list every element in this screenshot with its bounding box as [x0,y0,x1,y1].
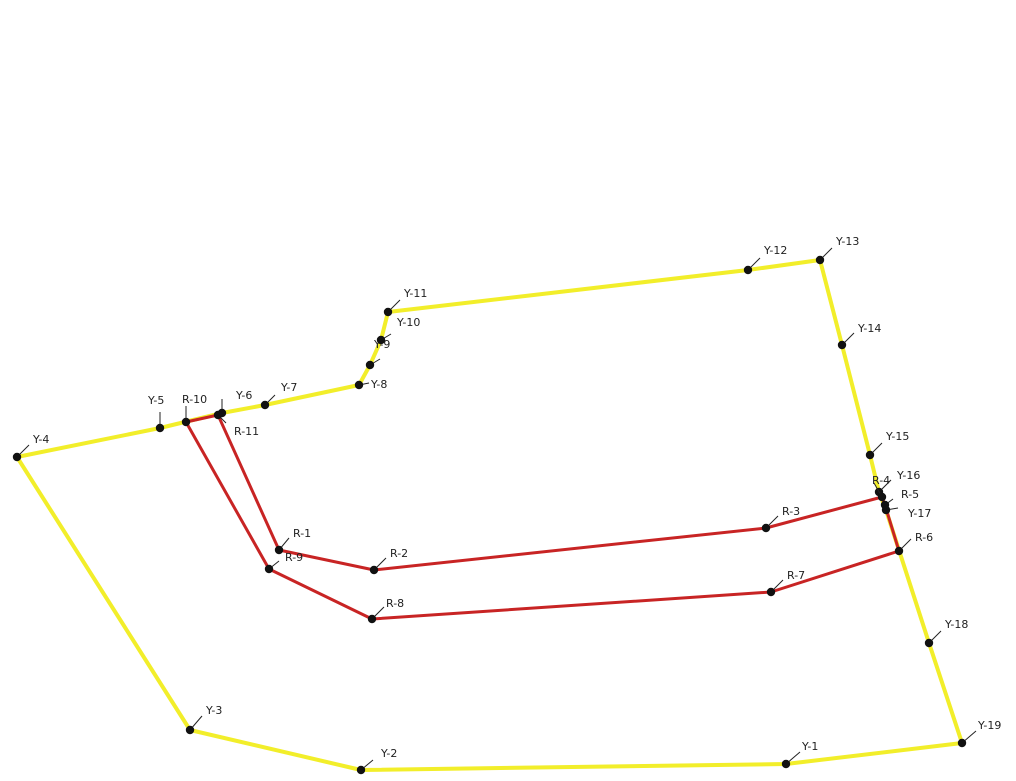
label-y-17: Y-17 [907,507,931,520]
point-r-5: R-5 [880,488,919,510]
point-y-10: Y-10 [376,316,420,345]
point-y-7: Y-7 [260,381,297,410]
label-r-10: R-10 [182,393,207,406]
marker-y-13 [815,255,825,265]
point-y-2: Y-2 [356,747,397,775]
marker-y-14 [837,340,847,350]
label-y-3: Y-3 [205,704,222,717]
label-r-3: R-3 [782,505,800,518]
marker-r-10 [181,417,191,427]
label-y-19: Y-19 [977,719,1001,732]
label-r-4: R-4 [872,474,890,487]
marker-y-2 [356,765,366,775]
label-y-7: Y-7 [280,381,297,394]
marker-y-10 [376,335,386,345]
marker-r-6 [894,546,904,556]
point-r-3: R-3 [761,505,800,533]
marker-r-1 [274,545,284,555]
marker-r-3 [761,523,771,533]
marker-y-3 [185,725,195,735]
point-r-2: R-2 [369,547,408,575]
boundary-lines [15,258,964,772]
label-r-11: R-11 [234,425,259,438]
point-y-8: Y-8 [354,378,387,391]
label-y-15: Y-15 [885,430,909,443]
label-y-5: Y-5 [147,394,164,407]
label-y-18: Y-18 [944,618,968,631]
marker-y-8 [354,380,364,390]
point-y-14: Y-14 [837,322,881,350]
label-y-16: Y-16 [896,469,920,482]
point-r-9: R-9 [264,551,303,574]
point-r-6: R-6 [894,531,933,556]
point-y-1: Y-1 [781,740,818,769]
marker-r-8 [367,614,377,624]
label-y-11: Y-11 [403,287,427,300]
label-r-8: R-8 [386,597,404,610]
label-r-5: R-5 [901,488,919,501]
label-r-6: R-6 [915,531,933,544]
point-r-1: R-1 [274,527,311,555]
marker-y-15 [865,450,875,460]
label-y-14: Y-14 [857,322,881,335]
label-r-9: R-9 [285,551,303,564]
point-y-5: Y-5 [147,394,165,433]
point-r-8: R-8 [367,597,404,624]
label-r-2: R-2 [390,547,408,560]
marker-y-12 [743,265,753,275]
marker-r-9 [264,564,274,574]
marker-r-5 [880,500,890,510]
label-y-8: Y-8 [370,378,387,391]
marker-r-2 [369,565,379,575]
marker-y-4 [12,452,22,462]
boundary-points: Y-1Y-2Y-3Y-4Y-5 Y-6Y-7 Y-8Y-9Y-10Y-11Y-12Y… [12,235,1001,775]
marker-r-11 [213,410,223,420]
marker-y-5 [155,423,165,433]
label-y-12: Y-12 [763,244,787,257]
point-y-15: Y-15 [865,430,909,460]
marker-y-19 [957,738,967,748]
marker-r-7 [766,587,776,597]
point-y-3: Y-3 [185,704,222,735]
label-y-6: Y-6 [235,389,252,402]
label-y-13: Y-13 [835,235,859,248]
marker-y-7 [260,400,270,410]
marker-y-1 [781,759,791,769]
label-y-2: Y-2 [380,747,397,760]
point-y-13: Y-13 [815,235,859,265]
label-y-4: Y-4 [32,433,49,446]
label-y-1: Y-1 [801,740,818,753]
yellow-boundary-line [15,258,964,772]
point-y-6: Y-6 [217,389,252,418]
point-y-19: Y-19 [957,719,1001,748]
marker-y-11 [383,307,393,317]
point-r-11: R-11 [213,410,259,438]
point-y-11: Y-11 [383,287,427,317]
point-r-4: R-4 [872,474,890,502]
marker-y-9 [365,360,375,370]
marker-y-18 [924,638,934,648]
label-r-1: R-1 [293,527,311,540]
red-boundary-line [184,413,901,621]
marker-r-4 [877,492,887,502]
point-y-18: Y-18 [924,618,968,648]
point-r-7: R-7 [766,569,805,597]
point-y-12: Y-12 [743,244,787,275]
point-r-10: R-10 [181,393,207,427]
point-y-4: Y-4 [12,433,49,462]
label-r-7: R-7 [787,569,805,582]
label-y-10: Y-10 [396,316,420,329]
